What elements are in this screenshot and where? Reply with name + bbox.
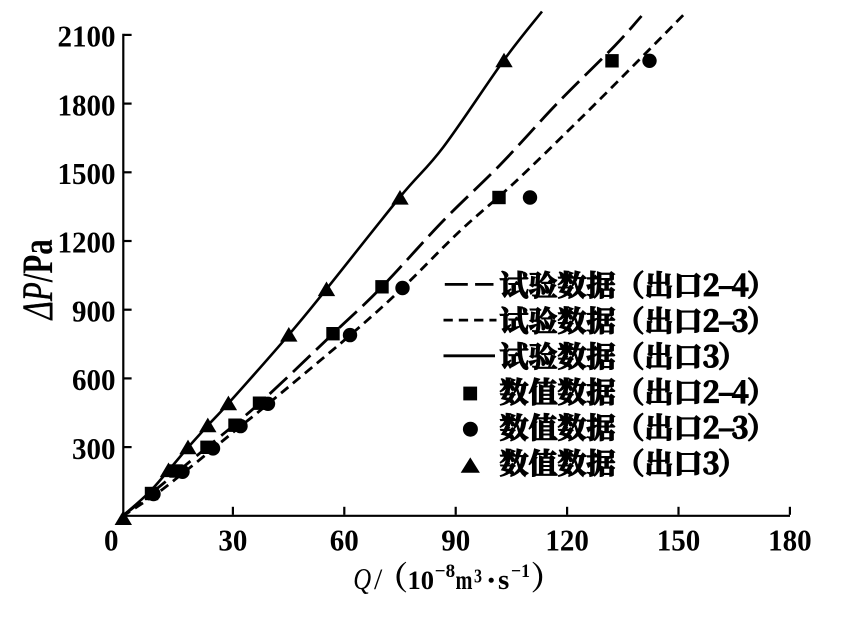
- svg-text:600: 600: [72, 362, 116, 397]
- svg-text:ΔP/Pa: ΔP/Pa: [15, 239, 62, 321]
- svg-text:60: 60: [330, 523, 359, 558]
- svg-text:3: 3: [474, 565, 482, 587]
- svg-text:1500: 1500: [58, 156, 116, 191]
- svg-text:180: 180: [768, 523, 812, 558]
- svg-text:Q: Q: [353, 562, 371, 596]
- svg-text:−8: −8: [435, 561, 455, 582]
- svg-text:1800: 1800: [58, 87, 116, 122]
- svg-text:30: 30: [218, 523, 247, 558]
- svg-text:2100: 2100: [58, 19, 116, 54]
- svg-text:m: m: [455, 565, 472, 596]
- svg-text:/: /: [374, 563, 383, 596]
- svg-text:150: 150: [657, 523, 701, 558]
- svg-text:10: 10: [408, 565, 435, 595]
- svg-text:90: 90: [441, 523, 470, 558]
- svg-text:0: 0: [104, 523, 119, 558]
- svg-text:−1: −1: [511, 560, 530, 581]
- svg-text:120: 120: [545, 523, 589, 558]
- svg-text:s: s: [498, 564, 509, 596]
- svg-text:1200: 1200: [58, 225, 116, 260]
- svg-text:900: 900: [72, 293, 116, 328]
- svg-text:300: 300: [72, 431, 116, 466]
